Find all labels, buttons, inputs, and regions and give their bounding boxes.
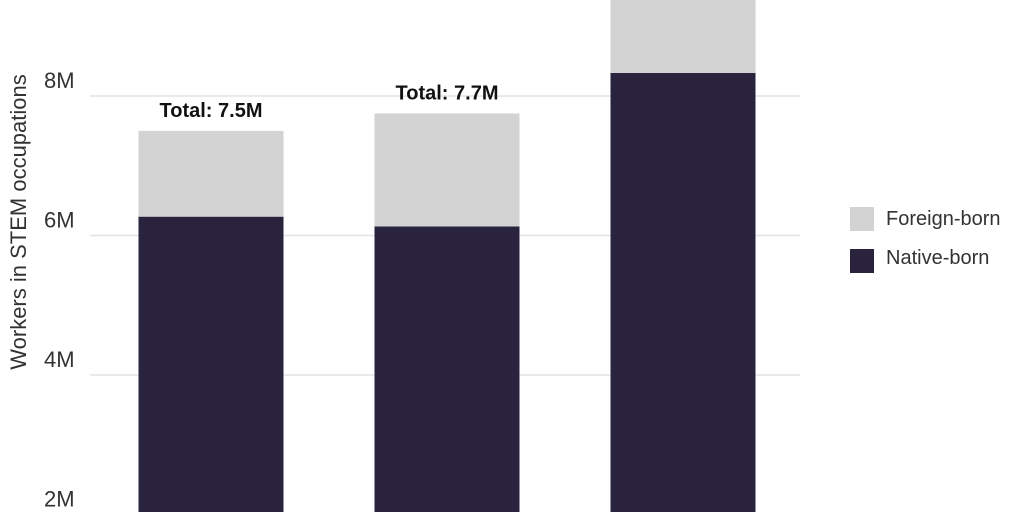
bar-foreign-born-3 (610, 0, 756, 73)
y-tick-label: 2M (44, 487, 75, 512)
legend-label-native-born: Native-born (886, 247, 989, 269)
bar-native-born-2 (374, 226, 520, 512)
y-axis-ticks: 2M 4M 6M 8M (44, 68, 75, 512)
y-axis-label: Workers in STEM occupations (6, 74, 31, 369)
legend-label-foreign-born: Foreign-born (886, 208, 1001, 230)
legend: Foreign-born Native-born (850, 207, 1001, 273)
legend-swatch-native-born (850, 249, 874, 273)
y-tick-label: 6M (44, 208, 75, 233)
bar-foreign-born-1 (138, 130, 284, 217)
total-label: Total: 7.5M (160, 100, 263, 122)
total-label: Total: 7.7M (396, 82, 499, 104)
legend-swatch-foreign-born (850, 207, 874, 231)
bars (138, 0, 756, 512)
bar-native-born-1 (138, 216, 284, 512)
bar-foreign-born-2 (374, 113, 520, 227)
y-tick-label: 4M (44, 347, 75, 372)
bar-native-born-3 (610, 72, 756, 512)
total-labels: Total: 7.5M Total: 7.7M (160, 82, 499, 121)
y-tick-label: 8M (44, 68, 75, 93)
